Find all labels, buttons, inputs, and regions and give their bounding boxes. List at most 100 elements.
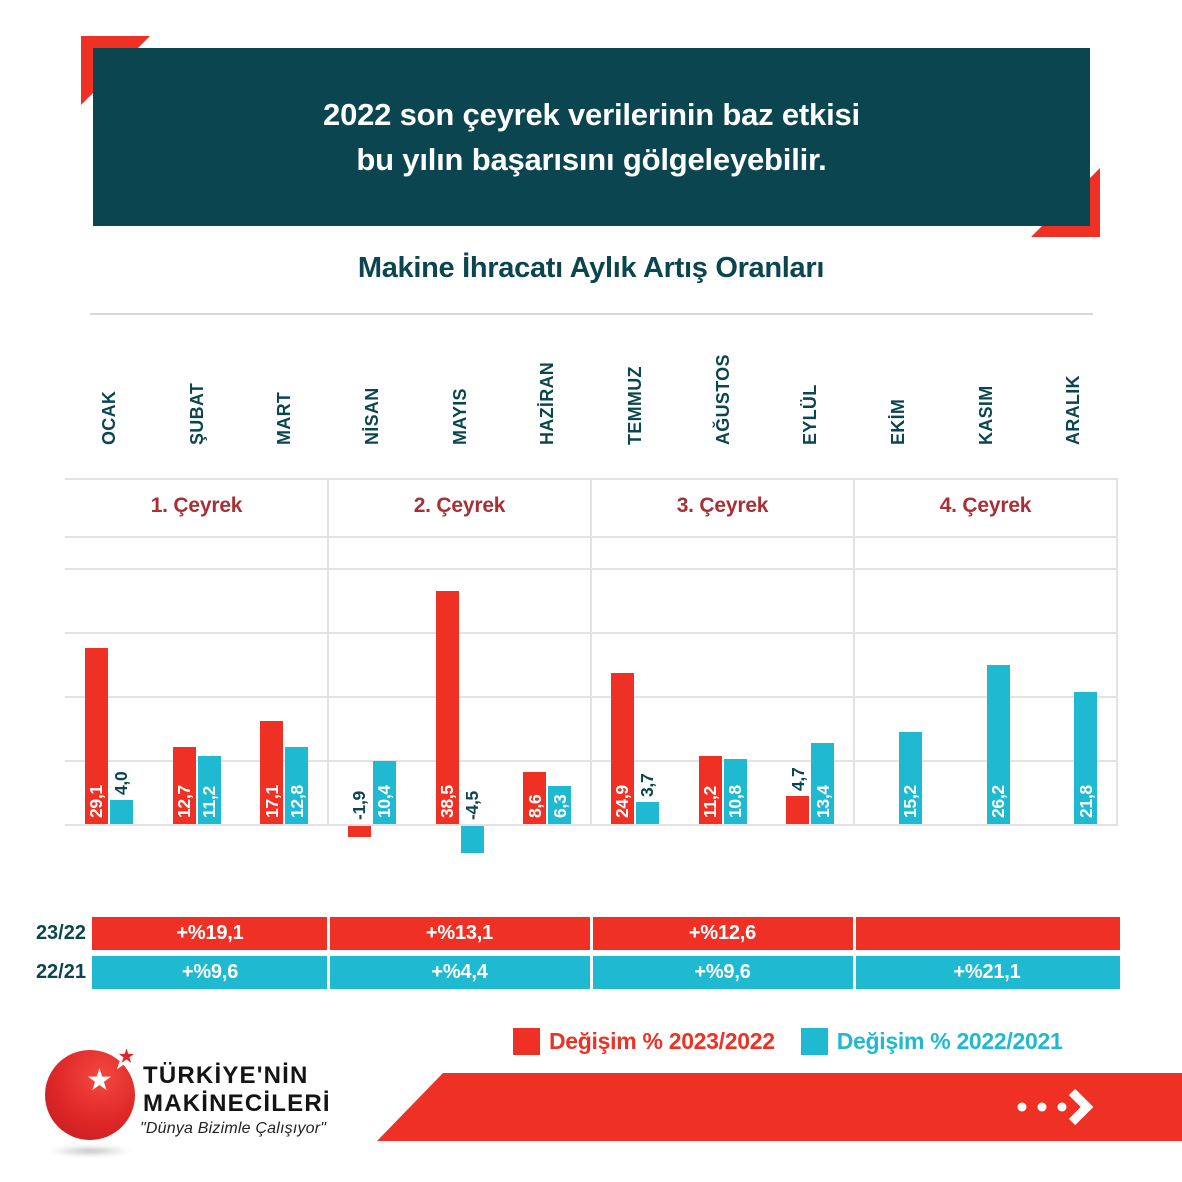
logo-shadow [48,1146,132,1156]
bar-value-label: 4,7 [787,767,808,791]
summary-row-label: 22/21 [35,961,86,983]
bar-cyan [986,665,1010,824]
summary-cell: +%12,6 [688,922,757,944]
summary-cell-divider [852,956,856,989]
legend: Değişim % 2023/2022 Değişim % 2022/2021 [513,1028,1063,1055]
summary-cell: +%19,1 [176,922,244,944]
summary-row-23-22: +%19,1 +%13,1 +%12,6 [92,917,1120,950]
bar-red [260,721,284,824]
legend-item-2023-2022: Değişim % 2023/2022 [513,1028,775,1055]
bar-red [698,756,722,824]
month-label: ŞUBAT [186,382,207,445]
bar-cyan [811,743,835,824]
bar-cyan [723,759,747,824]
month-label: EYLÜL [800,384,821,445]
bar-red [610,673,634,824]
legend-item-2022-2021: Değişim % 2022/2021 [800,1028,1063,1055]
bar-value-label: 10,4 [374,785,395,818]
bar-value-label: 3,7 [637,773,658,797]
bar-value-label: 11,2 [199,786,219,818]
bar-cyan [109,800,133,824]
footer-ribbon [377,1073,1182,1141]
bar-cyan [635,802,659,824]
gridline-vertical [1116,478,1118,826]
title-divider [90,313,1093,315]
month-label: KASIM [975,385,996,446]
gridline-vertical [327,478,329,826]
chart-title: Makine İhracatı Aylık Artış Oranları [357,252,825,284]
summary-cell: +%9,6 [181,961,239,983]
summary-row-22-21: +%9,6 +%4,4 +%9,6 +%21,1 [92,956,1120,989]
month-label: HAZİRAN [537,361,558,445]
bar-value-label: 26,2 [988,785,1008,818]
bar-value-label: -1,9 [349,791,370,820]
bar-red [172,747,196,824]
month-label: MART [274,391,295,445]
bar-red [84,648,108,824]
legend-label: Değişim % 2022/2021 [836,1028,1063,1054]
summary-cell: +%9,6 [694,961,751,983]
month-label: TEMMUZ [624,366,645,445]
summary-cell-divider [589,956,593,989]
bar-cyan [898,732,922,824]
bar-value-label: 4,0 [111,771,132,795]
star-outline-icon: ★ [112,1040,141,1073]
bar-value-label: 11,2 [700,786,720,818]
bar-value-label: 8,6 [524,794,545,818]
summary-cell-divider [589,917,593,950]
bar-value-label: 6,3 [549,794,570,818]
month-label: NİSAN [361,387,382,445]
bar-value-label: 17,1 [261,785,282,818]
bar-red [435,591,459,824]
headline-line-1: 2022 son çeyrek verilerinin baz etkisi [323,97,860,132]
bar-red [523,772,547,824]
bar-value-label: 13,4 [812,785,833,818]
bar-cyan [372,761,396,824]
bar-cyan [197,756,221,824]
legend-swatch-cyan [800,1028,828,1055]
bar-red [786,796,810,824]
bar-cyan [460,826,484,853]
quarter-label: 4. Çeyrek [939,494,1032,517]
summary-row-label: 23/22 [35,922,86,944]
dots-arrow-icon [1017,1088,1094,1126]
summary-cell: +%13,1 [425,922,494,944]
headline-line-2: bu yılın başarısını gölgeleyebilir. [356,142,827,177]
month-label: ARALIK [1063,375,1084,445]
bar-cyan [1074,692,1098,824]
bar-value-label: 12,8 [286,785,307,818]
logo-tagline: "Dünya Bizimle Çalışıyor" [140,1120,327,1137]
logo-name-line-2: MAKİNECİLERİ [143,1090,331,1117]
bar-value-label: 29,1 [86,785,107,818]
star-icon: ★ [86,1064,113,1097]
bar-value-label: -4,5 [462,791,482,820]
legend-label: Değişim % 2023/2022 [549,1028,775,1054]
bar-value-label: 21,8 [1075,785,1096,818]
summary-cell: +%4,4 [431,961,488,983]
bar-value-label: 10,8 [725,785,745,818]
logo-name-line-1: TÜRKİYE'NİN [143,1062,309,1089]
summary-cell-divider [326,917,330,950]
quarter-label: 1. Çeyrek [150,494,243,517]
bar-value-label: 24,9 [612,785,633,818]
quarter-label: 2. Çeyrek [413,494,506,517]
bar-red [347,826,371,837]
summary-cell-divider [326,956,330,989]
bar-cyan [285,747,309,824]
month-label: AĞUSTOS [712,354,733,445]
bar-value-label: 38,5 [437,785,457,818]
summary-cell [854,917,1120,950]
bar-value-label: 15,2 [900,785,921,818]
summary-cell-divider [852,917,856,950]
quarter-label: 3. Çeyrek [676,494,769,517]
summary-cell: +%21,1 [953,961,1021,983]
gridline-vertical [853,478,855,826]
headline-banner: 2022 son çeyrek verilerinin baz etkisi b… [93,48,1090,226]
logo-circle [45,1050,135,1140]
bar-value-label: 12,7 [174,785,194,818]
legend-swatch-red [513,1028,540,1055]
gridline-vertical [590,478,592,826]
month-label: MAYIS [449,388,470,445]
month-label: OCAK [98,390,119,445]
